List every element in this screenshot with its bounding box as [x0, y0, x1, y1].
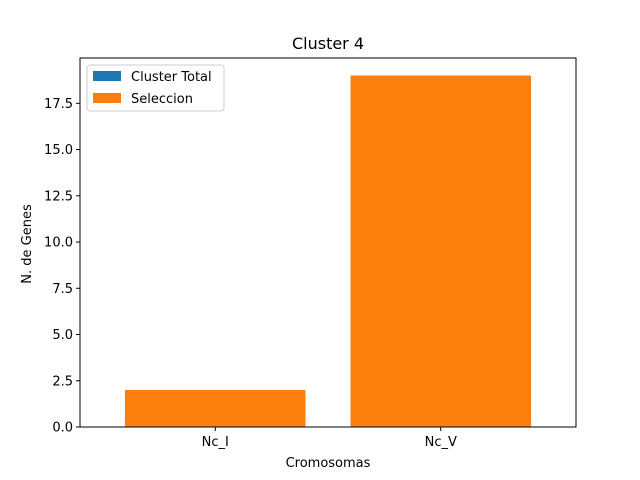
bar-nc-i-series-1 — [125, 390, 306, 427]
bar-nc-v-series-1 — [350, 75, 531, 428]
x-axis-ticks: Nc_I Nc_V — [202, 427, 457, 450]
bar-series-1 — [125, 75, 531, 428]
y-tick-label: 17.5 — [44, 97, 73, 112]
y-tick-label: 2.5 — [52, 374, 73, 389]
legend-label: Cluster Total — [131, 70, 212, 85]
legend-label: Seleccion — [131, 92, 193, 107]
y-tick-label: 7.5 — [52, 282, 73, 297]
x-tick-label: Nc_I — [202, 435, 229, 450]
y-axis-ticks: 0.0 2.5 5.0 7.5 10.0 12.5 15.0 17.5 — [44, 97, 80, 436]
y-tick-label: 5.0 — [52, 328, 73, 343]
y-tick-label: 0.0 — [52, 421, 73, 436]
legend: Cluster Total Seleccion — [86, 64, 225, 112]
chart-title: Cluster 4 — [292, 34, 364, 53]
y-tick-label: 15.0 — [44, 143, 73, 158]
x-tick-label: Nc_V — [425, 435, 457, 450]
y-tick-label: 12.5 — [44, 189, 73, 204]
legend-swatch — [93, 93, 121, 103]
plot-area: 0.0 2.5 5.0 7.5 10.0 12.5 15.0 17.5 Nc_I Nc_V — [44, 57, 577, 450]
legend-swatch — [93, 71, 121, 81]
x-axis-label: Cromosomas — [286, 456, 371, 471]
y-axis-label: N. de Genes — [20, 204, 35, 284]
y-tick-label: 10.0 — [44, 236, 73, 251]
legend-box — [86, 64, 225, 112]
